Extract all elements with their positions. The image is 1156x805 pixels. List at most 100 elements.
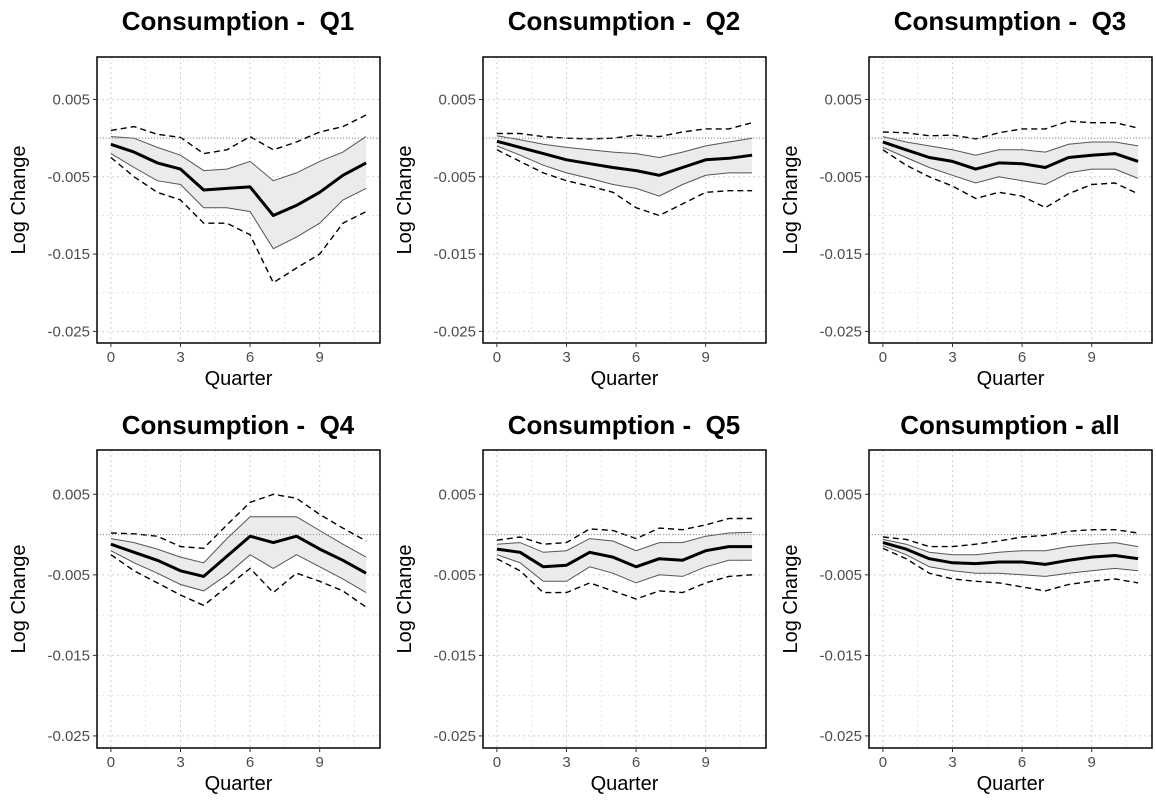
plot-border (96, 56, 381, 344)
y-tick-label: -0.015 (819, 647, 862, 664)
series-band-upper (110, 136, 367, 182)
y-axis-title: Log Change (394, 545, 416, 654)
gridlines (869, 57, 1152, 343)
plot-border (868, 56, 1153, 344)
y-tick-label: -0.025 (819, 728, 862, 745)
y-tick-label: -0.005 (433, 567, 476, 584)
x-tick-label: 3 (176, 349, 184, 366)
series-ci-upper (882, 529, 1139, 548)
series-ci-upper (882, 120, 1139, 140)
x-tick-label: 6 (246, 349, 254, 366)
x-tick-label: 6 (632, 349, 640, 366)
x-axis-title: Quarter (205, 773, 273, 795)
x-tick-label: 3 (948, 754, 956, 771)
y-tick-label: -0.015 (433, 246, 476, 263)
series-ci-lower (882, 149, 1139, 209)
x-tick-label: 0 (879, 349, 887, 366)
y-tick-label: 0.005 (52, 486, 90, 503)
y-tick-label: -0.015 (47, 647, 90, 664)
series-ci-lower (110, 554, 367, 608)
x-tick-label: 9 (1088, 349, 1096, 366)
plot-background (483, 57, 766, 343)
series-band-lower (496, 145, 753, 197)
x-tick-label: 0 (107, 754, 115, 771)
chart-title: Consumption - Q2 (508, 6, 741, 36)
confidence-band-area (882, 539, 1139, 577)
series-estimate (496, 545, 753, 569)
chart-title: Consumption - Q5 (508, 410, 741, 440)
gridlines (483, 57, 766, 343)
chart-title: Consumption - all (900, 410, 1120, 440)
y-tick-label: -0.015 (819, 246, 862, 263)
series-estimate (882, 541, 1139, 566)
series-band-lower (882, 545, 1139, 577)
y-tick-label: -0.005 (47, 567, 90, 584)
x-axis-title: Quarter (977, 368, 1045, 390)
y-tick-label: -0.005 (819, 567, 862, 584)
y-tick-label: -0.005 (47, 169, 90, 186)
y-tick-label: -0.015 (433, 647, 476, 664)
x-tick-label: 6 (246, 754, 254, 771)
x-tick-label: 3 (948, 349, 956, 366)
series-band-upper (110, 516, 367, 564)
y-tick-label: 0.005 (824, 486, 862, 503)
chart-title: Consumption - Q1 (122, 6, 355, 36)
x-tick-label: 0 (107, 349, 115, 366)
plot-border (482, 56, 767, 344)
x-tick-label: 0 (879, 754, 887, 771)
chart-title: Consumption - Q4 (122, 410, 355, 440)
series-band-upper (882, 136, 1139, 156)
y-tick-label: -0.005 (819, 169, 862, 186)
series-band-upper (496, 531, 753, 553)
plot-background (483, 450, 766, 748)
confidence-band-area (882, 136, 1139, 185)
confidence-band-area (496, 532, 753, 583)
chart-panel-6: 0.005 -0.005 -0.015 -0.025 0 3 6 9 Quarter Log Ch… (780, 410, 1153, 795)
series-ci-upper (110, 114, 367, 155)
x-tick-label: 9 (316, 349, 324, 366)
y-axis-title: Log Change (8, 146, 30, 255)
x-tick-label: 0 (493, 754, 501, 771)
y-axis-title: Log Change (8, 545, 30, 654)
confidence-band-area (110, 516, 367, 593)
chart-panel-4: 0.005 -0.005 -0.015 -0.025 0 3 6 9 Quarter Log Ch… (8, 410, 381, 795)
x-axis-title: Quarter (591, 368, 659, 390)
series-ci-lower (496, 558, 753, 600)
plot-border (96, 449, 381, 749)
x-tick-label: 3 (562, 349, 570, 366)
plot-background (97, 450, 380, 748)
chart-panel-5: 0.005 -0.005 -0.015 -0.025 0 3 6 9 Quarter Log Ch… (394, 410, 767, 795)
plot-border (868, 449, 1153, 749)
series-estimate (110, 534, 367, 578)
series-estimate (110, 142, 367, 217)
x-axis-title: Quarter (205, 368, 273, 390)
chart-panel-2: 0.005 -0.005 -0.015 -0.025 0 3 6 9 Quarter Log Ch… (394, 6, 767, 390)
y-tick-label: -0.025 (433, 323, 476, 340)
series-ci-lower (110, 156, 367, 284)
x-tick-label: 9 (702, 349, 710, 366)
chart-panel-1: 0.005 -0.005 -0.015 -0.025 0 3 6 9 Quarter Log Ch… (8, 6, 381, 390)
x-tick-label: 3 (176, 754, 184, 771)
plot-background (869, 450, 1152, 748)
plot-border (482, 449, 767, 749)
series-band-lower (110, 153, 367, 250)
y-tick-label: 0.005 (438, 92, 476, 109)
series-band-upper (496, 135, 753, 159)
chart-panel-3: 0.005 -0.005 -0.015 -0.025 0 3 6 9 Quarter Log Ch… (780, 6, 1153, 390)
y-tick-label: 0.005 (438, 486, 476, 503)
y-axis-title: Log Change (780, 146, 802, 255)
x-tick-label: 9 (1088, 754, 1096, 771)
x-tick-label: 6 (1018, 754, 1026, 771)
y-tick-label: 0.005 (824, 92, 862, 109)
series-ci-upper (496, 122, 753, 140)
series-band-lower (110, 550, 367, 594)
y-tick-label: -0.025 (47, 728, 90, 745)
series-band-lower (496, 554, 753, 584)
series-estimate (496, 139, 753, 177)
confidence-band-area (110, 136, 367, 249)
x-tick-label: 0 (493, 349, 501, 366)
series-ci-lower (882, 547, 1139, 592)
chart-title: Consumption - Q3 (894, 6, 1127, 36)
y-axis-title: Log Change (394, 146, 416, 255)
